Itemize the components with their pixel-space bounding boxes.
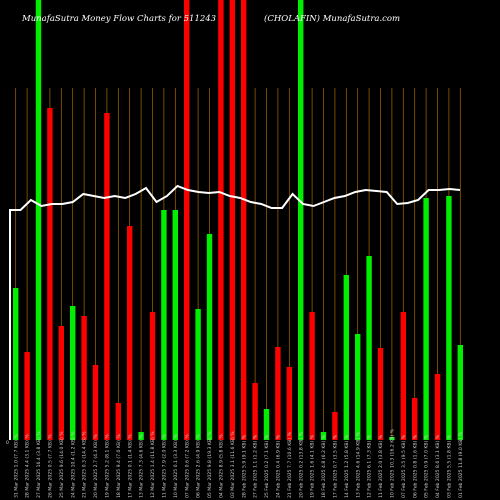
tick-label: 03 Feb 2025 5.5 (1.8 KB) %: [447, 434, 453, 498]
bar: [355, 334, 361, 440]
tick-label: 13 Mar 2025 7.3 (4.6 KB) %: [139, 434, 145, 498]
tick-labels-group: 31 Mar 2025 1.0 (7.7 KB) % 28 Mar 2025 4.…: [13, 428, 464, 498]
tick-label: 21 Feb 2025 7.7 (10.6 KB) %: [287, 431, 293, 498]
bar: [252, 383, 258, 440]
bar: [35, 0, 42, 440]
tick-label: 26 Mar 2025 0.5 (7.7 KB) %: [48, 434, 54, 498]
bar: [275, 347, 281, 440]
bar: [434, 374, 441, 440]
tick-label: 17 Feb 2025 0.7 (3.5 KB) %: [333, 434, 339, 498]
bar: [13, 288, 19, 440]
bar: [92, 365, 99, 440]
tick-label: 06 Feb 2025 0.8 (1.6 KB) %: [412, 434, 418, 498]
tick-label: 25 Feb 2025 0.2 (7.1 KB) %: [264, 434, 270, 498]
bar: [149, 312, 156, 440]
bar: [195, 309, 201, 440]
bar: [286, 367, 292, 440]
bar: [457, 345, 463, 440]
bar: [377, 348, 384, 440]
bar: [58, 326, 64, 440]
tick-label: 18 Mar 2025 9.4 (7.0 KB) %: [116, 434, 122, 498]
tick-label: 20 Feb 2025 0.2 (13.8 KB) %: [298, 431, 304, 498]
trend-line: [9, 184, 461, 440]
bar: [366, 256, 372, 440]
bar: [332, 412, 338, 440]
tick-label: 17 Mar 2025 0.1 (1.4 KB) %: [127, 434, 133, 498]
bar: [161, 210, 167, 440]
tick-label: 06 Mar 2025 2.6 (4.9 KB) %: [196, 434, 202, 498]
tick-label: 07 Feb 2025 3.5 (9.5 KB) %: [401, 434, 407, 498]
bar: [241, 0, 247, 440]
tick-label: 13 Feb 2025 4.6 (14.9 KB) %: [355, 431, 361, 498]
tick-label: 27 Feb 2025 1.1 (1.2 KB) %: [253, 434, 259, 498]
tick-label: 04 Feb 2025 8.6 (3.1 KB) %: [435, 434, 441, 498]
tick-label: 25 Mar 2025 9.6 (14.0 KB) %: [59, 431, 65, 498]
bar: [218, 0, 224, 440]
bar: [70, 306, 76, 440]
tick-label: 21 Mar 2025 0.3 (14.4 KB) %: [82, 431, 88, 498]
bar: [446, 196, 452, 440]
tick-label: 18 Feb 2025 4.8 (6.2 KB) %: [321, 434, 327, 498]
tick-label: 14 Feb 2025 1.2 (5.8 KB) %: [344, 434, 350, 498]
bar: [138, 432, 144, 440]
tick-label: 28 Feb 2025 5.9 (9.1 KB) %: [241, 434, 247, 498]
tick-label: 04 Mar 2025 8.9 (5.8 KB) %: [219, 434, 225, 498]
bar: [206, 234, 213, 440]
tick-label: 11 Feb 2025 2.0 (3.8 KB) %: [378, 434, 384, 498]
tick-label: 10 Feb 2025 10.3 (16.2 KB) %: [390, 428, 396, 498]
tick-label: 12 Feb 2025 6.1 (7.3 KB) %: [367, 434, 373, 498]
bar: [389, 437, 395, 440]
bar: [309, 312, 315, 440]
zero-label: 0: [6, 440, 9, 446]
bar: [298, 0, 304, 440]
tick-label: 24 Feb 2025 0.4 (6.9 KB) %: [276, 434, 282, 498]
tick-label: 24 Mar 2025 10.4 (1.2 KB) %: [70, 431, 76, 498]
tick-label: 01 Feb 2025 11.8 (9.0 KB) %: [458, 431, 464, 498]
tick-label: 10 Mar 2025 0.1 (3.3 KB) %: [173, 434, 179, 498]
tick-label: 07 Mar 2025 0.6 (7.2 KB) %: [184, 434, 190, 498]
tick-label: 05 Mar 2025 9.8 (19.3 KB) %: [207, 431, 213, 498]
tick-label: 03 Mar 2025 3.1 (11.6 KB) %: [230, 431, 236, 498]
tick-label: 19 Mar 2025 5.2 (8.1 KB) %: [105, 434, 111, 498]
bar: [24, 352, 30, 440]
bar: [127, 226, 133, 440]
tick-label: 20 Mar 2025 2.7 (4.3 KB) %: [93, 434, 99, 498]
bar: [229, 0, 235, 440]
bar: [104, 113, 110, 440]
bar: [115, 403, 121, 440]
bar: [81, 316, 87, 440]
bar: [412, 398, 418, 440]
tick-label: 05 Feb 2025 0.9 (7.0 KB) %: [424, 434, 430, 498]
bar: [263, 409, 270, 440]
tick-label: 28 Mar 2025 4.4 (3.1 KB) %: [25, 434, 31, 498]
bar: [320, 432, 327, 440]
bars-group: [13, 0, 463, 440]
tick-label: 27 Mar 2025 16.4 (3.8 KB) %: [36, 431, 42, 498]
tick-label: 11 Mar 2025 7.9 (2.0 KB) %: [162, 434, 168, 498]
bar: [423, 198, 429, 440]
bar: [47, 108, 53, 440]
tick-label: 19 Feb 2025 1.6 (4.1 KB) %: [310, 434, 316, 498]
bar: [184, 0, 190, 440]
chart-title: MunafaSutra Money Flow Charts for 511243: [22, 14, 217, 24]
tick-label: 31 Mar 2025 1.0 (7.7 KB) %: [13, 434, 19, 498]
bar: [172, 210, 178, 440]
tick-label: 12 Mar 2025 1.4 (11.8 KB) %: [150, 431, 156, 498]
bar: [343, 275, 349, 440]
trend-line-group: [9, 184, 461, 440]
chart-subtitle: (CHOLAFIN) MunafaSutra.com: [264, 14, 401, 24]
bar: [400, 312, 406, 440]
